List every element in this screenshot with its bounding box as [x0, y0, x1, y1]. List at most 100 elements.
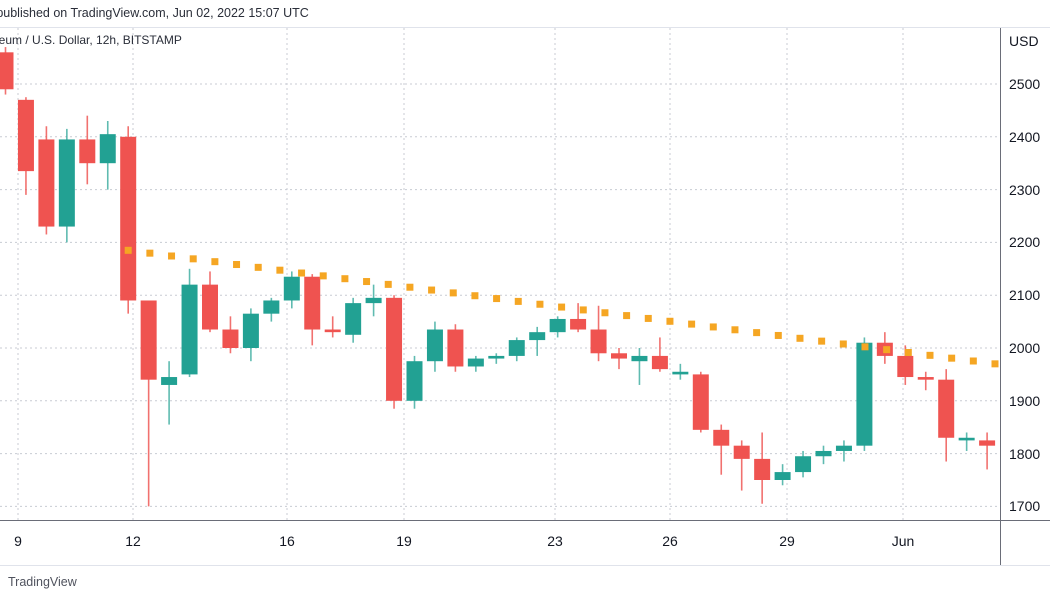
candle-body — [324, 329, 341, 333]
trendline-dot — [839, 340, 847, 348]
candle — [202, 271, 218, 333]
candle-body — [120, 136, 137, 301]
trendline-dot — [774, 331, 782, 339]
candle — [38, 126, 55, 235]
candle-body — [549, 318, 566, 333]
candle-body — [406, 361, 423, 401]
candle-body — [426, 329, 443, 362]
candle-body — [733, 445, 750, 459]
candle-body — [58, 139, 75, 227]
candle-body — [774, 472, 791, 480]
trendline-dot — [363, 278, 371, 286]
trendline-dot — [558, 303, 566, 311]
candle-body — [161, 377, 178, 385]
candle-body — [897, 355, 914, 378]
trendline-annotation[interactable] — [124, 246, 999, 368]
trendline-dot — [493, 295, 501, 303]
candle-body — [692, 374, 709, 430]
candle-series — [0, 47, 996, 507]
candle-body — [754, 458, 771, 480]
trendline-dot — [319, 272, 327, 280]
candle — [99, 120, 116, 190]
candle — [17, 97, 34, 195]
candle-body — [467, 358, 484, 367]
trendline-dot — [709, 323, 717, 331]
trendline-dot — [579, 306, 587, 314]
candle-body — [38, 139, 55, 227]
candle-body — [611, 353, 627, 359]
trendline-dot — [861, 343, 869, 351]
trendline-dot — [796, 334, 804, 342]
trendline-dot — [146, 249, 154, 257]
candle-body — [17, 99, 34, 172]
candle — [120, 126, 137, 314]
candle — [140, 300, 157, 507]
trendline-dot — [276, 266, 284, 274]
trendline-dot — [883, 346, 891, 354]
trendline-dot — [666, 317, 674, 325]
candle-body — [979, 440, 996, 446]
candle — [263, 297, 280, 322]
trendline-dot — [341, 275, 349, 283]
time-axis-label: 23 — [547, 533, 563, 549]
chart-plot-area[interactable] — [0, 28, 1000, 520]
candle-body — [263, 300, 280, 314]
candle — [324, 316, 341, 338]
time-axis-label: 19 — [396, 533, 412, 549]
price-axis-label: 2000 — [1009, 340, 1041, 356]
trendline-dot — [449, 289, 457, 297]
candle — [508, 337, 525, 362]
price-axis-label: 2500 — [1009, 76, 1041, 92]
candle — [345, 297, 362, 343]
candle-body — [386, 297, 403, 401]
candle — [58, 128, 75, 243]
candle-body — [242, 313, 259, 348]
candle — [713, 424, 730, 475]
symbol-legend: Ethereum / U.S. Dollar, 12h, BITSTAMP — [0, 33, 182, 47]
candle — [549, 316, 566, 338]
candle-body — [304, 276, 321, 330]
time-axis-label: 16 — [279, 533, 295, 549]
trendline-dot — [406, 283, 414, 291]
trendline-dot — [731, 326, 739, 334]
candle-body — [181, 284, 198, 375]
candle-body — [488, 355, 505, 359]
price-axis-label: 2200 — [1009, 234, 1041, 251]
trendline-dot — [969, 357, 977, 365]
candle — [447, 324, 464, 372]
trendline-dot — [688, 320, 696, 328]
candle — [979, 432, 996, 470]
price-axis[interactable]: USD 2500 2400 2300 2200 2100 2000 1900 1800 1700 — [1000, 28, 1050, 520]
candle — [631, 348, 648, 385]
trendline-dot — [601, 309, 609, 317]
price-axis-label: 2300 — [1009, 181, 1041, 198]
price-axis-label: 1700 — [1009, 498, 1041, 515]
candle-body — [222, 329, 239, 348]
candle — [181, 268, 198, 378]
candle-body — [958, 437, 975, 441]
trendline-dot — [298, 269, 306, 277]
trendline-dot — [644, 314, 652, 322]
candle — [529, 326, 546, 356]
candle — [0, 47, 14, 95]
time-axis-label: Jun — [891, 533, 915, 549]
candle-body — [590, 329, 607, 354]
attribution-label: a79 published on TradingView.com, Jun 02… — [0, 6, 309, 20]
candle — [488, 353, 505, 364]
candle — [406, 355, 423, 409]
candle-body — [570, 318, 587, 330]
time-axis-label: 26 — [662, 533, 678, 549]
footer-bar: TradingView — [0, 565, 1050, 600]
candle — [856, 337, 873, 451]
candle — [426, 321, 443, 372]
candle-body — [202, 284, 218, 330]
trendline-dot — [926, 351, 934, 359]
candle — [795, 450, 812, 478]
price-axis-label: 2100 — [1009, 287, 1041, 304]
trendline-dot — [471, 292, 479, 300]
trendline-dot — [211, 258, 219, 266]
candle — [467, 355, 484, 372]
time-axis[interactable]: 9 12 16 19 23 26 29 Jun — [0, 520, 1000, 565]
candle — [161, 361, 178, 425]
